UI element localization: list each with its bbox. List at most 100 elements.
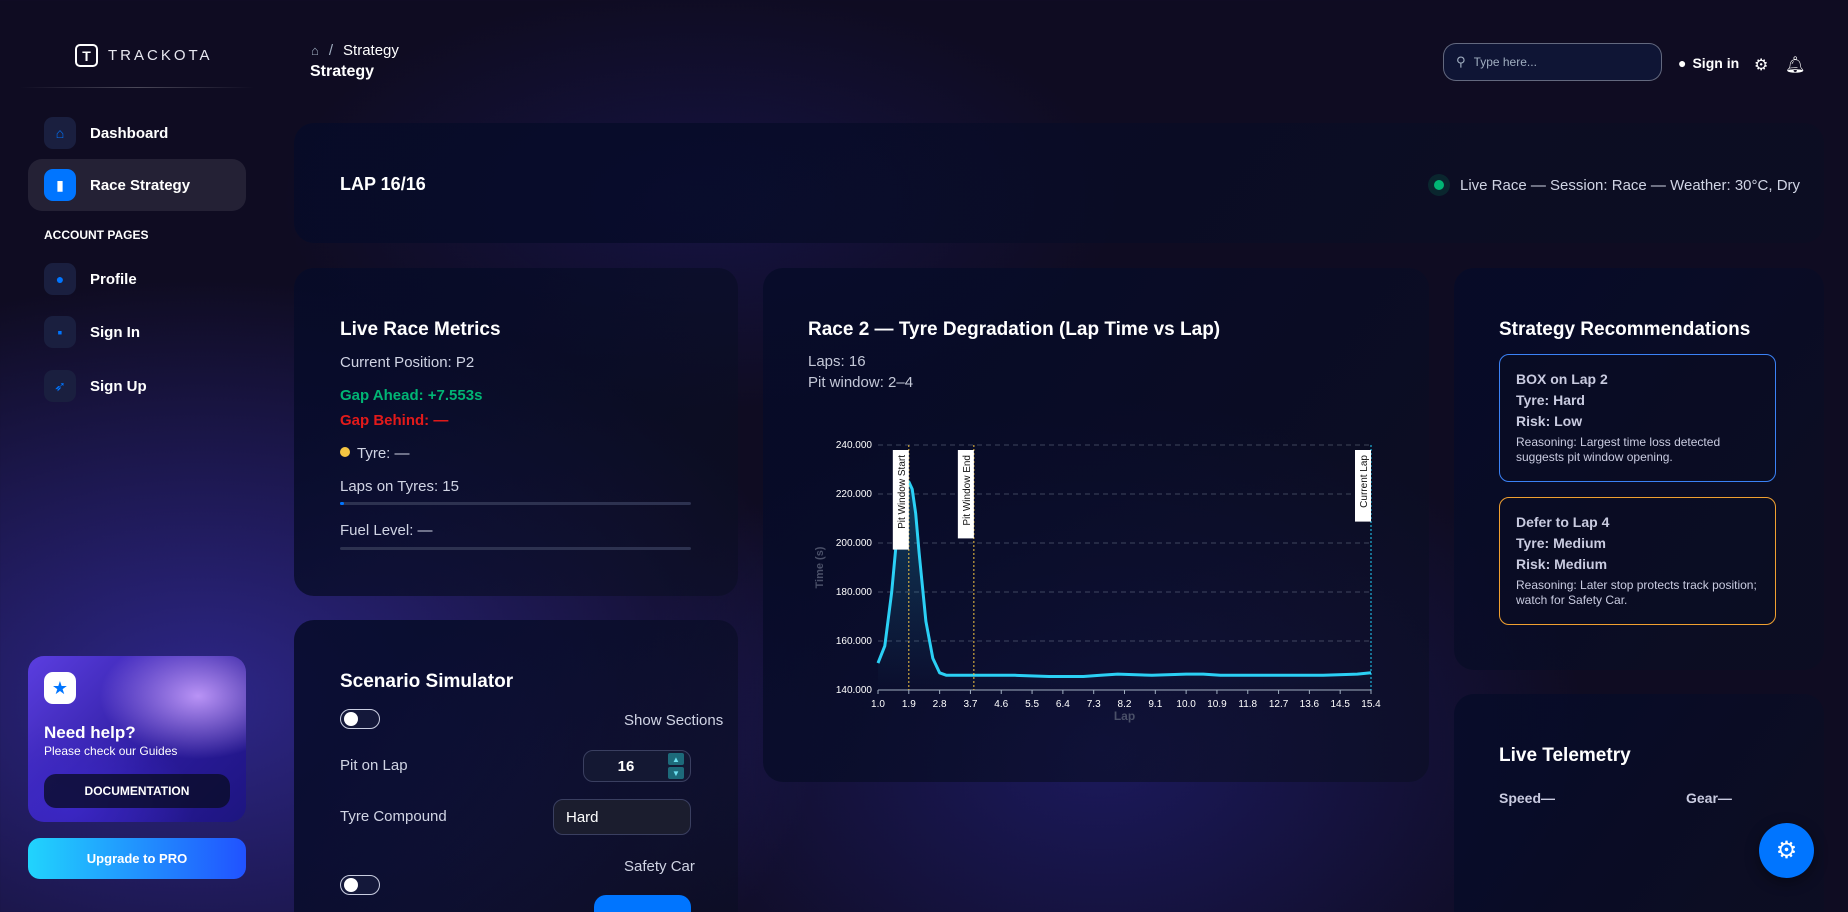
tyre-compound-label: Tyre Compound bbox=[340, 808, 447, 825]
simulator-title: Scenario Simulator bbox=[340, 671, 514, 692]
sidebar-item-label: Sign Up bbox=[90, 377, 147, 395]
x-tick-label: 11.8 bbox=[1238, 699, 1257, 710]
fuel-level-bar bbox=[340, 547, 691, 550]
search-box[interactable]: ⚲ bbox=[1443, 43, 1662, 81]
chart-pit-window: Pit window: 2–4 bbox=[808, 374, 914, 391]
user-icon: ● bbox=[44, 263, 76, 295]
gap-behind: Gap Behind: — bbox=[340, 412, 449, 429]
settings-fab[interactable]: ⚙ bbox=[1759, 823, 1814, 878]
star-icon: ★ bbox=[44, 672, 76, 704]
home-icon[interactable]: ⌂ bbox=[311, 43, 319, 58]
sidebar-item-profile[interactable]: ● Profile bbox=[28, 253, 246, 305]
sign-in-label: Sign in bbox=[1692, 55, 1740, 71]
rec-risk: Risk: Low bbox=[1516, 413, 1583, 429]
x-tick-label: 12.7 bbox=[1269, 699, 1289, 710]
series-line bbox=[876, 480, 1372, 678]
series-area bbox=[878, 481, 1371, 690]
recommendation-card[interactable]: Defer to Lap 4 Tyre: Medium Risk: Medium… bbox=[1499, 497, 1776, 625]
y-tick-label: 160.000 bbox=[836, 636, 873, 647]
x-tick-label: 2.8 bbox=[933, 699, 947, 710]
user-icon: ● bbox=[1678, 55, 1687, 71]
strategy-title: Strategy Recommendations bbox=[1499, 319, 1751, 340]
annotation-box bbox=[1355, 450, 1371, 522]
sidebar-divider bbox=[20, 87, 254, 88]
sidebar-item-race-strategy[interactable]: ▮ Race Strategy bbox=[28, 159, 246, 211]
y-tick-label: 220.000 bbox=[836, 489, 873, 500]
x-tick-label: 6.4 bbox=[1056, 699, 1070, 710]
sidebar-item-label: Dashboard bbox=[90, 124, 169, 142]
section-label: ACCOUNT PAGES bbox=[44, 228, 149, 242]
chart-title: Race 2 — Tyre Degradation (Lap Time vs L… bbox=[808, 319, 1221, 340]
sign-in-link[interactable]: ● Sign in bbox=[1678, 55, 1739, 71]
annotation-label: Pit Window End bbox=[962, 455, 973, 526]
upgrade-button[interactable]: Upgrade to PRO bbox=[28, 838, 246, 879]
annotation-box bbox=[892, 450, 909, 550]
fuel-level: Fuel Level: — bbox=[340, 522, 433, 539]
sidebar-item-label: Profile bbox=[90, 270, 137, 288]
metrics-title: Live Race Metrics bbox=[340, 319, 501, 340]
rec-title: BOX on Lap 2 bbox=[1516, 371, 1608, 387]
live-race-metrics-card bbox=[294, 268, 738, 596]
y-tick-label: 200.000 bbox=[836, 538, 873, 549]
live-status: Live Race — Session: Race — Weather: 30°… bbox=[1428, 174, 1800, 196]
y-tick-label: 140.000 bbox=[836, 685, 873, 696]
app-logo[interactable]: T TRACKOTA bbox=[75, 44, 213, 67]
annotation-label: Current Lap bbox=[1359, 455, 1370, 508]
rec-title: Defer to Lap 4 bbox=[1516, 514, 1610, 530]
help-title: Need help? bbox=[44, 723, 136, 742]
sidebar-item-sign-in[interactable]: ▪ Sign In bbox=[28, 306, 246, 358]
documentation-button[interactable]: DOCUMENTATION bbox=[44, 774, 230, 808]
sidebar-item-dashboard[interactable]: ⌂ Dashboard bbox=[28, 107, 246, 159]
show-sections-toggle[interactable] bbox=[340, 709, 380, 729]
tyre-dot-icon bbox=[340, 447, 350, 457]
bell-icon[interactable]: 🔔︎ bbox=[1785, 57, 1806, 74]
safety-car-toggle[interactable] bbox=[340, 875, 380, 895]
telemetry-title: Live Telemetry bbox=[1499, 745, 1631, 766]
current-position: Current Position: P2 bbox=[340, 354, 475, 371]
tyre-label: Tyre: — bbox=[357, 445, 410, 462]
rec-reason: Reasoning: Later stop protects track pos… bbox=[1516, 578, 1757, 607]
sidebar-item-label: Sign In bbox=[90, 323, 140, 341]
gear-readout: Gear— bbox=[1686, 790, 1732, 806]
increment-icon[interactable]: ▲ bbox=[668, 753, 684, 765]
status-dot-icon bbox=[1428, 174, 1450, 196]
page-title: Strategy bbox=[310, 63, 375, 80]
x-tick-label: 10.0 bbox=[1176, 699, 1196, 710]
x-tick-label: 5.5 bbox=[1025, 699, 1039, 710]
x-tick-label: 4.6 bbox=[994, 699, 1008, 710]
document-icon: ▪ bbox=[44, 316, 76, 348]
laps-on-tyres-fill bbox=[340, 502, 344, 505]
tyre-compound-select[interactable]: Hard bbox=[553, 799, 691, 835]
sidebar-item-sign-up[interactable]: ➶ Sign Up bbox=[28, 360, 246, 412]
home-icon: ⌂ bbox=[44, 117, 76, 149]
help-subtitle: Please check our Guides bbox=[44, 744, 178, 758]
pit-on-lap-stepper[interactable]: 16 ▲ ▼ bbox=[583, 750, 691, 782]
lap-time-chart: 240.000 220.000 200.000 180.000 160.000 140.0… bbox=[814, 440, 1381, 723]
annotation-box bbox=[957, 450, 974, 539]
y-tick-label: 240.000 bbox=[836, 440, 873, 451]
tyre-degradation-card bbox=[763, 268, 1429, 782]
breadcrumb-current: Strategy bbox=[343, 42, 399, 59]
recommendation-card[interactable]: BOX on Lap 2 Tyre: Hard Risk: Low Reason… bbox=[1499, 354, 1776, 482]
decrement-icon[interactable]: ▼ bbox=[668, 767, 684, 779]
gear-icon[interactable]: ⚙ bbox=[1754, 57, 1769, 74]
x-tick-label: 10.9 bbox=[1207, 699, 1227, 710]
chart-laps: Laps: 16 bbox=[808, 353, 866, 370]
lap-banner bbox=[294, 123, 1824, 243]
show-sections-label: Show Sections bbox=[624, 712, 724, 729]
pit-on-lap-value: 16 bbox=[617, 757, 635, 775]
rocket-icon: ➶ bbox=[44, 370, 76, 402]
x-tick-label: 3.7 bbox=[963, 699, 977, 710]
logo-text: TRACKOTA bbox=[108, 47, 213, 64]
simulate-button[interactable] bbox=[594, 895, 691, 912]
x-tick-label: 13.6 bbox=[1300, 699, 1320, 710]
live-telemetry-card bbox=[1454, 694, 1824, 912]
x-tick-label: 15.4 bbox=[1361, 699, 1381, 710]
live-status-text: Live Race — Session: Race — Weather: 30°… bbox=[1460, 176, 1801, 194]
logo-icon: T bbox=[75, 44, 98, 67]
help-card: ★ Need help? Please check our Guides DOC… bbox=[28, 656, 246, 822]
gear-icon: ⚙ bbox=[1775, 837, 1798, 864]
lap-counter: LAP 16/16 bbox=[340, 174, 426, 194]
search-input[interactable] bbox=[1473, 55, 1634, 69]
breadcrumb-separator: / bbox=[328, 42, 334, 59]
